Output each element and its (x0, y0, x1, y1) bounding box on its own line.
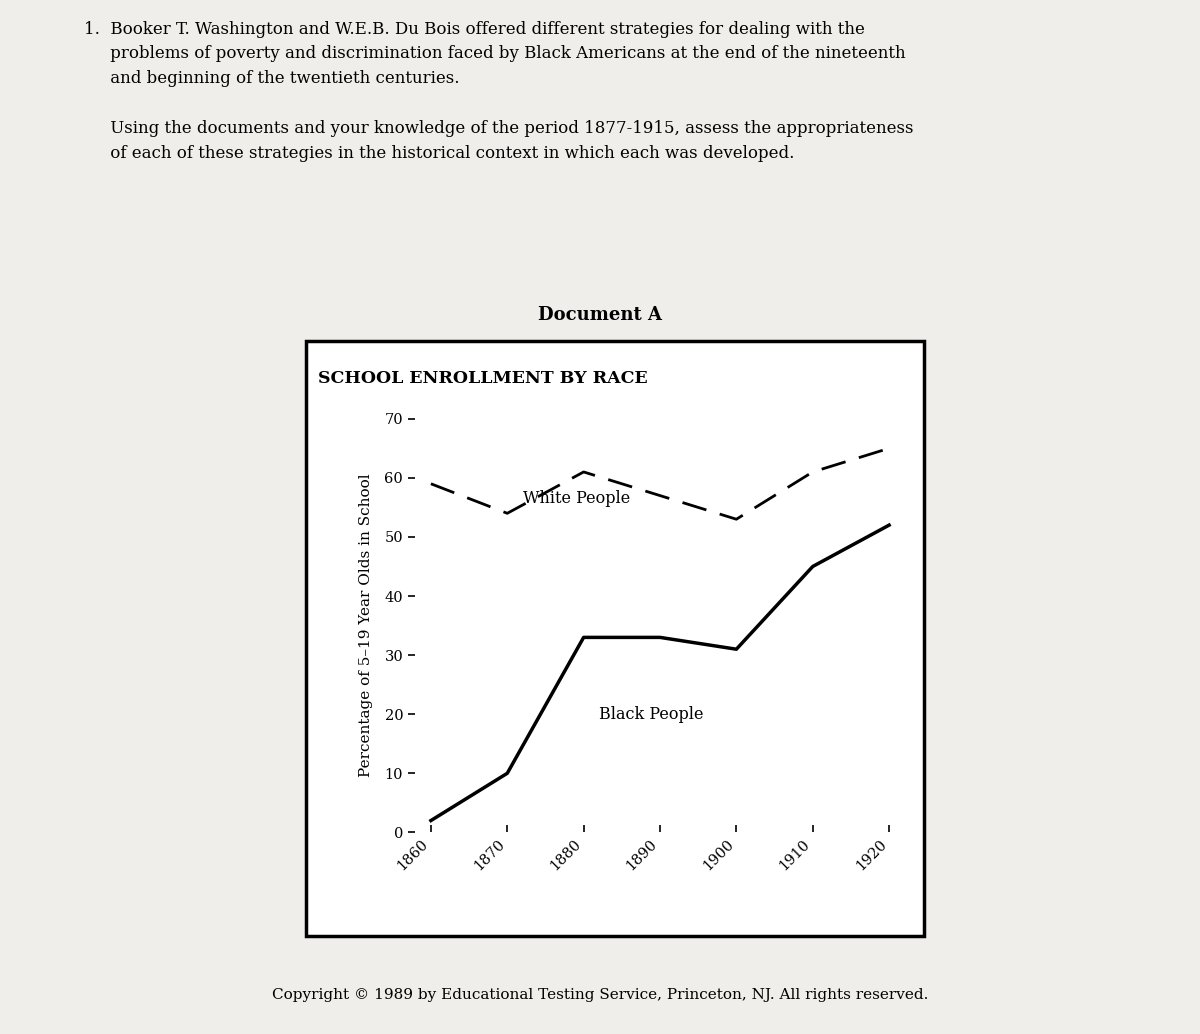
Text: 1.  Booker T. Washington and W.E.B. Du Bois offered different strategies for dea: 1. Booker T. Washington and W.E.B. Du Bo… (84, 21, 913, 161)
Text: Black People: Black People (599, 705, 703, 723)
Text: White People: White People (522, 490, 630, 507)
Text: SCHOOL ENROLLMENT BY RACE: SCHOOL ENROLLMENT BY RACE (318, 370, 648, 387)
Y-axis label: Percentage of 5–19 Year Olds in School: Percentage of 5–19 Year Olds in School (359, 474, 373, 778)
Text: Document A: Document A (538, 306, 662, 325)
Text: Copyright © 1989 by Educational Testing Service, Princeton, NJ. All rights reser: Copyright © 1989 by Educational Testing … (272, 987, 928, 1002)
